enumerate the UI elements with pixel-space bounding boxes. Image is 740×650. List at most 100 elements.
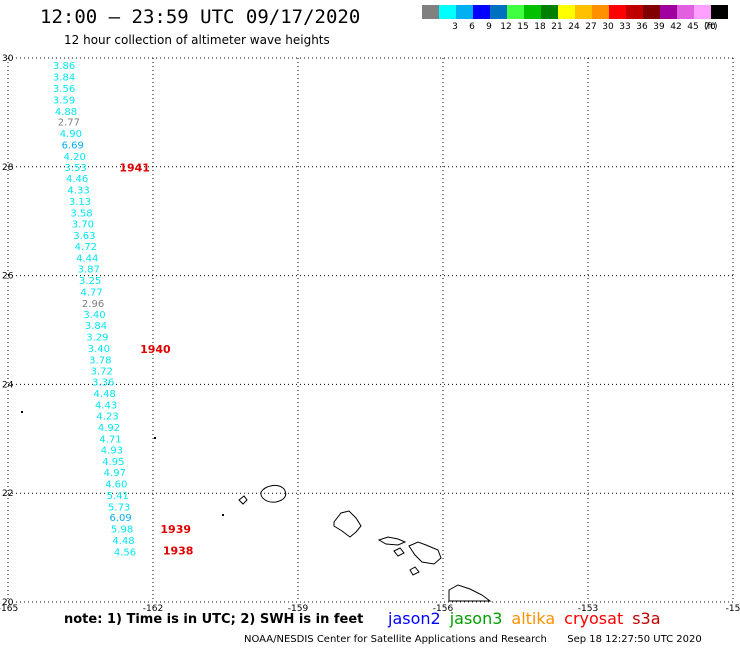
wave-height-reading: 3.40 [88, 344, 110, 355]
scale-label: 39 [653, 22, 665, 32]
scale-label: 3 [452, 22, 458, 32]
scale-swatch [439, 5, 456, 19]
lon-tick-label: -165 [0, 604, 18, 614]
footer-note: note: 1) Time is in UTC; 2) SWH is in fe… [64, 612, 364, 627]
scale-label: 33 [619, 22, 631, 32]
wave-height-reading: 4.95 [102, 457, 124, 468]
scale-swatch [609, 5, 626, 19]
wave-height-reading: 4.43 [95, 401, 117, 412]
wave-height-reading: 4.44 [76, 254, 98, 265]
lat-tick-label: 26 [2, 272, 14, 282]
time-mark-label: 1939 [160, 523, 191, 536]
lat-lon-grid [7, 57, 734, 603]
wave-height-reading: 4.48 [94, 389, 116, 400]
island-kauai [260, 484, 287, 503]
scale-swatch [575, 5, 592, 19]
scale-label: 30 [602, 22, 614, 32]
scale-swatch [524, 5, 541, 19]
wave-height-reading: 3.59 [53, 95, 75, 106]
time-mark-label: 1941 [119, 161, 150, 174]
lon-tick-label: -153 [578, 604, 598, 614]
wave-height-reading: 4.97 [104, 468, 126, 479]
wave-height-reading: 3.87 [78, 265, 100, 276]
map-title: 12:00 — 23:59 UTC 09/17/2020 [40, 6, 361, 28]
wave-height-reading: 4.33 [67, 186, 89, 197]
wave-height-reading: 3.53 [65, 163, 87, 174]
wave-height-reading: 3.29 [86, 333, 108, 344]
wave-height-reading: 4.71 [99, 434, 121, 445]
wave-height-reading: 4.93 [101, 446, 123, 457]
islet-dot [222, 514, 224, 516]
scale-swatch [490, 5, 507, 19]
scale-swatch [626, 5, 643, 19]
scale-label: 18 [534, 22, 546, 32]
credit-text: NOAA/NESDIS Center for Satellite Applica… [244, 634, 547, 645]
island-oahu [333, 510, 362, 538]
scale-swatch [507, 5, 524, 19]
lat-tick-label: 30 [2, 54, 14, 64]
wave-height-reading: 4.72 [75, 242, 97, 253]
wave-height-reading: 4.23 [96, 411, 118, 422]
axis-tick-labels: -165 -162 -159 -156 -153 -15 20 22 24 26 28 30 [0, 54, 740, 614]
scale-swatch [711, 5, 728, 19]
island-molokai [377, 536, 407, 546]
track-time-marks: 1941 1940 1939 1938 [119, 161, 193, 557]
wave-height-reading: 4.77 [80, 287, 102, 298]
wave-height-reading: 6.09 [109, 513, 131, 524]
scale-label: 12 [500, 22, 512, 32]
wave-height-reading: 5.41 [107, 491, 129, 502]
wave-height-reading: 3.36 [92, 378, 114, 389]
wave-height-reading: 3.25 [79, 276, 101, 287]
scale-label: 27 [585, 22, 597, 32]
wave-height-reading: 4.56 [114, 547, 136, 558]
altimeter-track-readings: 3.863.843.563.594.882.774.906.694.203.53… [53, 61, 136, 558]
satellite-name: s3a [632, 609, 661, 628]
wave-height-reading: 6.69 [62, 140, 84, 151]
island-niihau [238, 495, 248, 505]
wave-height-reading: 3.70 [72, 219, 94, 230]
wave-height-reading: 4.92 [98, 423, 120, 434]
scale-label: 6 [469, 22, 475, 32]
time-mark-label: 1938 [163, 544, 194, 557]
lat-tick-label: 24 [2, 380, 14, 390]
scale-swatch [558, 5, 575, 19]
wave-height-reading: 4.60 [105, 479, 127, 490]
wave-height-reading: 4.46 [66, 174, 88, 185]
island-lanai [393, 547, 405, 557]
scale-swatch [660, 5, 677, 19]
scale-swatch [643, 5, 660, 19]
lon-tick-label: -159 [288, 604, 309, 614]
satellite-name: jason2 [388, 609, 441, 628]
wave-height-reading: 5.73 [108, 502, 130, 513]
island-kahoolawe [409, 566, 420, 576]
wave-height-reading: 4.88 [55, 107, 77, 118]
lat-tick-label: 22 [2, 489, 13, 499]
lon-tick-label: -156 [433, 604, 454, 614]
map-subtitle: 12 hour collection of altimeter wave hei… [64, 33, 330, 47]
scale-swatch [456, 5, 473, 19]
scale-label: 45 [687, 22, 699, 32]
wave-height-reading: 3.58 [70, 208, 92, 219]
wave-height-reading: 4.48 [112, 536, 134, 547]
satellite-name: altika [511, 609, 556, 628]
scale-label: 15 [517, 22, 529, 32]
scale-label: 24 [568, 22, 580, 32]
island-maui [408, 541, 442, 565]
wave-height-reading: 3.86 [53, 61, 75, 72]
island-hawaii [448, 584, 492, 602]
wave-height-reading: 3.13 [69, 197, 91, 208]
scale-swatch [694, 5, 711, 19]
wave-height-reading: 3.72 [91, 366, 113, 377]
scale-unit: (ft) [704, 22, 718, 32]
wave-height-reading: 3.84 [53, 72, 75, 83]
scale-swatch [677, 5, 694, 19]
satellite-name: jason3 [449, 609, 503, 628]
wave-height-reading: 3.40 [83, 310, 105, 321]
scale-label: 36 [636, 22, 648, 32]
wave-height-reading: 2.96 [82, 299, 104, 310]
lon-tick-label: -162 [143, 604, 163, 614]
satellite-name: cryosat [564, 609, 624, 628]
hawaiian-islands [21, 411, 492, 602]
wave-height-reading: 3.84 [85, 321, 107, 332]
